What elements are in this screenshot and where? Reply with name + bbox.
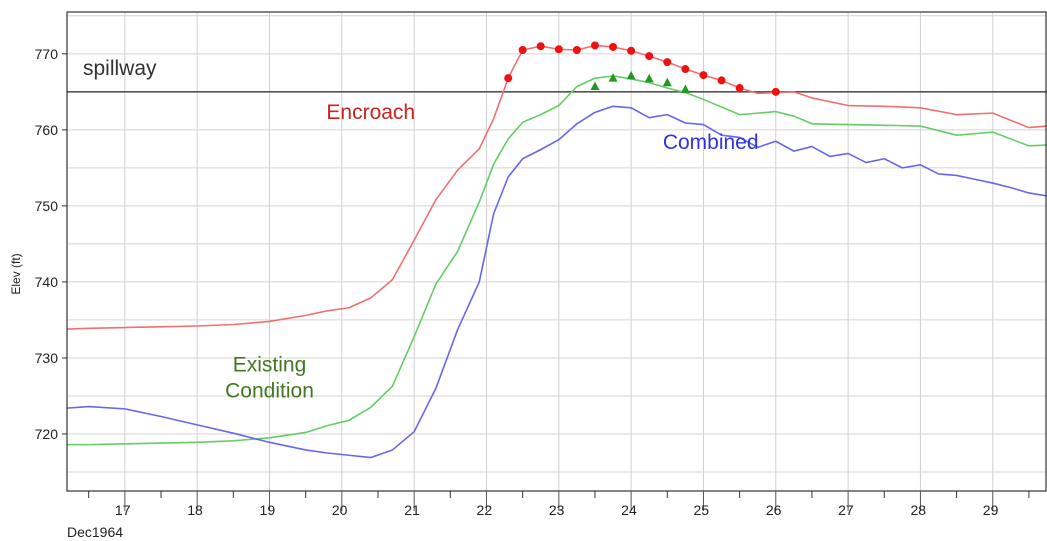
y-tick-label: 740 [35,274,59,290]
x-tick-label: 26 [766,502,782,518]
data-point [680,84,690,94]
data-point [626,70,636,80]
data-point [735,84,744,93]
data-point [663,58,672,67]
x-tick-label: 23 [549,502,565,518]
data-point [662,77,672,87]
data-point [609,42,618,51]
markers [504,41,780,96]
data-point [608,73,618,82]
data-point [717,76,726,85]
data-point [699,71,708,80]
data-point [645,52,654,61]
plot-frame [66,11,1047,492]
series [66,44,1047,459]
x-tick-label: 25 [694,502,710,518]
data-point [590,41,599,50]
x-tick-label: 17 [115,502,131,518]
series-label: Condition [225,379,314,402]
data-point [518,46,527,55]
y-tick-label: 730 [35,350,59,366]
series-label: Encroach [326,101,415,124]
plot-background [67,12,1047,491]
y-tick-label: 720 [35,426,59,442]
series-label: Combined [663,131,759,154]
x-tick-label: 19 [260,502,276,518]
x-tick-label: 20 [332,502,348,518]
series-line-encroach [66,44,1047,330]
data-point [554,45,563,54]
x-tick-label: 27 [838,502,854,518]
x-tick-label: 21 [404,502,420,518]
data-point [504,74,513,83]
data-point [536,42,545,51]
data-point [644,73,654,83]
reference-lines: spillway [67,57,1047,93]
series-label: Existing [233,354,307,377]
x-tick-label: 24 [621,502,637,518]
data-point [590,81,600,91]
data-point [681,65,690,74]
series-line-combined [66,105,1047,459]
x-axis-date-label: Dec1964 [67,524,123,540]
series-line-existing-condition [67,75,1047,446]
y-axis-title: Elev (ft) [9,253,23,294]
spillway-label: spillway [83,57,157,80]
x-tick-label: 29 [983,502,999,518]
y-tick-label: 750 [35,198,59,214]
data-point [572,46,581,55]
x-tick-label: 22 [477,502,493,518]
data-point [771,87,780,96]
data-point [627,46,636,55]
x-tick-label: 18 [187,502,203,518]
x-tick-label: 28 [910,502,926,518]
y-tick-label: 770 [35,46,59,62]
axes: 720 730 740 750 760 770 17 18 19 20 21 22 23 24 25 26 27… [35,46,1030,518]
y-tick-label: 760 [35,122,59,138]
